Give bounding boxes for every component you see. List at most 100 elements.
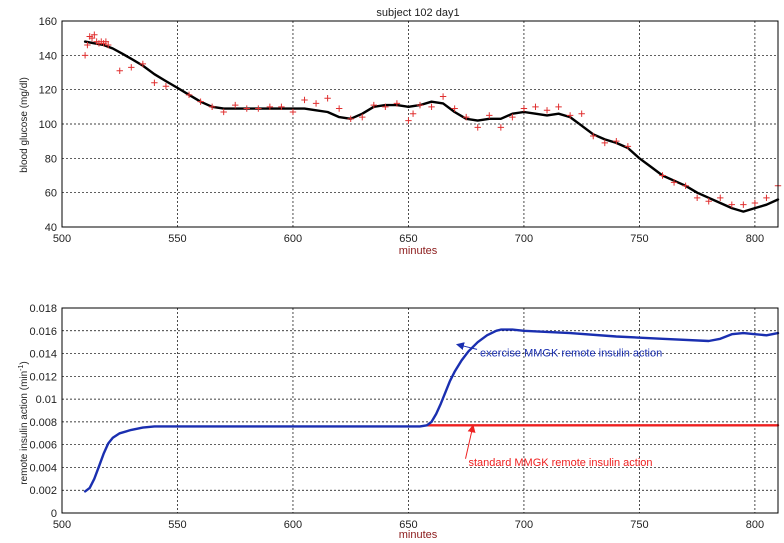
glucose-data-point <box>613 137 620 145</box>
glucose-data-point <box>312 100 320 107</box>
insulin-y-axis-label: remote insulin action (min-1) <box>18 361 30 485</box>
glucose-data-point <box>139 60 147 68</box>
glucose-x-tick-label: 650 <box>399 233 417 245</box>
insulin-x-tick-label: 550 <box>168 519 186 531</box>
glucose-y-tick-label: 140 <box>39 50 57 62</box>
glucose-data-point <box>162 83 170 90</box>
glucose-x-tick-label: 750 <box>630 233 648 245</box>
glucose-data-point <box>255 105 262 112</box>
insulin-annotations: exercise MMGK remote insulin action stand… <box>455 342 662 469</box>
glucose-series-line-0 <box>83 40 780 213</box>
insulin-x-tick-label: 800 <box>746 519 764 531</box>
glucose-x-axis-label: minutes <box>399 245 438 257</box>
glucose-data-point <box>624 143 632 150</box>
glucose-y-tick-label: 160 <box>39 16 57 28</box>
insulin-tick-labels: 500 550 600 650 700 750 800 0 0.002 0.004 0.006 0.0… <box>29 303 764 531</box>
insulin-y-tick-label: 0.004 <box>29 462 57 474</box>
glucose-data-point <box>128 64 135 71</box>
glucose-data-point <box>682 182 689 189</box>
glucose-data-point <box>405 117 412 124</box>
glucose-y-tick-label: 40 <box>45 222 57 234</box>
insulin-y-tick-label: 0.018 <box>29 303 57 315</box>
glucose-data-point <box>324 95 331 102</box>
glucose-data-point <box>84 41 91 49</box>
glucose-data-point <box>289 108 297 116</box>
insulin-x-tick-label: 700 <box>515 519 533 531</box>
glucose-data-point <box>116 67 123 74</box>
insulin-panel: 500 550 600 650 700 750 800 0 0.002 0.004 0.006 0.0… <box>18 303 780 541</box>
glucose-data-point <box>81 52 89 59</box>
glucose-tick-labels: 500 550 600 650 700 750 800 40 60 80 100 120 140 160 <box>39 16 764 245</box>
glucose-data-point <box>409 110 417 117</box>
glucose-data-point <box>102 38 110 45</box>
glucose-data-point <box>451 105 458 112</box>
glucose-data-point <box>393 100 401 107</box>
glucose-data-point <box>578 110 585 117</box>
insulin-series-line-1 <box>83 328 780 493</box>
glucose-data-point <box>590 132 597 140</box>
glucose-data-point <box>705 198 712 205</box>
annotation-arrow-1 <box>465 424 476 459</box>
glucose-y-tick-label: 80 <box>45 153 57 165</box>
annotation-arrow-0 <box>455 342 478 351</box>
glucose-data-point <box>359 113 366 121</box>
insulin-x-tick-label: 500 <box>53 519 71 531</box>
glucose-data-point <box>509 113 516 121</box>
insulin-y-tick-label: 0 <box>51 508 57 520</box>
glucose-data-point <box>728 201 736 208</box>
glucose-grid <box>61 20 778 228</box>
glucose-data-point <box>520 105 528 112</box>
glucose-data-point <box>347 115 354 123</box>
glucose-data-point <box>104 41 112 49</box>
glucose-y-axis-label: blood glucose (mg/dl) <box>19 77 30 173</box>
glucose-data-point <box>555 103 562 111</box>
insulin-axes-frame <box>61 307 779 514</box>
glucose-data-point <box>474 124 481 131</box>
glucose-series <box>81 31 782 213</box>
insulin-x-tick-label: 600 <box>284 519 302 531</box>
glucose-data-point <box>91 31 98 38</box>
insulin-series <box>83 328 780 493</box>
glucose-data-point <box>197 98 204 105</box>
glucose-data-point <box>693 194 701 202</box>
glucose-data-point <box>543 107 551 114</box>
insulin-y-tick-label: 0.006 <box>29 440 57 452</box>
insulin-y-tick-label: 0.002 <box>29 485 57 497</box>
glucose-data-point <box>151 79 158 86</box>
glucose-data-point <box>243 105 250 112</box>
glucose-data-point <box>462 113 470 121</box>
glucose-data-point <box>370 101 378 109</box>
insulin-y-tick-label: 0.01 <box>36 394 57 406</box>
glucose-data-point <box>751 199 759 207</box>
glucose-data-point <box>335 105 343 112</box>
glucose-x-tick-label: 500 <box>53 233 71 245</box>
glucose-data-point <box>266 103 274 111</box>
glucose-data-point <box>740 201 747 208</box>
glucose-x-tick-label: 800 <box>746 233 764 245</box>
insulin-x-tick-label: 750 <box>630 519 648 531</box>
insulin-y-tick-label: 0.016 <box>29 326 57 338</box>
insulin-x-axis-label: minutes <box>399 529 438 541</box>
glucose-data-point <box>670 179 678 186</box>
glucose-data-point <box>497 124 505 131</box>
glucose-x-tick-label: 700 <box>515 233 533 245</box>
glucose-data-point <box>439 93 447 100</box>
glucose-data-point <box>532 103 539 111</box>
glucose-data-point <box>763 194 770 202</box>
glucose-data-point <box>208 103 216 111</box>
glucose-data-point <box>659 172 666 179</box>
glucose-data-point <box>88 34 96 42</box>
insulin-x-tick-label: 650 <box>399 519 417 531</box>
glucose-data-point <box>486 112 493 119</box>
glucose-data-point <box>232 101 239 109</box>
insulin-y-axis-label-sup: -1 <box>18 364 25 370</box>
glucose-data-point <box>278 103 285 111</box>
insulin-y-tick-label: 0.008 <box>29 417 57 429</box>
glucose-data-point <box>382 103 389 111</box>
glucose-data-point <box>220 108 227 116</box>
glucose-chart-title: subject 102 day1 <box>376 7 459 19</box>
glucose-axes-frame <box>61 20 779 228</box>
annotation-text-1: standard MMGK remote insulin action <box>469 457 653 469</box>
glucose-data-point <box>601 139 608 147</box>
